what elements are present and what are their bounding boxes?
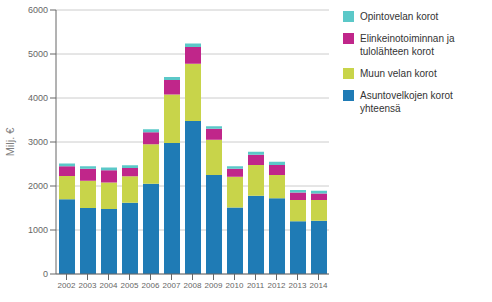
svg-text:0: 0 xyxy=(43,269,48,279)
svg-text:2002: 2002 xyxy=(58,281,76,290)
svg-text:2012: 2012 xyxy=(268,281,286,290)
svg-text:2013: 2013 xyxy=(289,281,307,290)
svg-text:4000: 4000 xyxy=(28,93,48,103)
svg-text:2005: 2005 xyxy=(121,281,139,290)
html-text:Muun velan korot: Muun velan korot xyxy=(360,68,437,79)
svg-text:2004: 2004 xyxy=(100,281,118,290)
svg-text:1000: 1000 xyxy=(28,225,48,235)
svg-text:2010: 2010 xyxy=(226,281,244,290)
svg-text:2000: 2000 xyxy=(28,181,48,191)
svg-text:2011: 2011 xyxy=(247,281,265,290)
svg-text:3000: 3000 xyxy=(28,137,48,147)
html-text:Opintovelan korot: Opintovelan korot xyxy=(360,11,439,22)
html-text:Elinkeinotoiminnan ja tuloläht: Elinkeinotoiminnan ja tulolähteen korot xyxy=(360,33,455,57)
svg-text:5000: 5000 xyxy=(28,49,48,59)
svg-text:Milj. €: Milj. € xyxy=(8,128,16,157)
svg-text:2014: 2014 xyxy=(310,281,328,290)
svg-text:2003: 2003 xyxy=(79,281,97,290)
svg-text:2009: 2009 xyxy=(205,281,223,290)
svg-text:2008: 2008 xyxy=(184,281,202,290)
svg-text:2007: 2007 xyxy=(163,281,181,290)
svg-text:2006: 2006 xyxy=(142,281,160,290)
svg-text:6000: 6000 xyxy=(28,5,48,15)
html-text:Asuntovelkojen korot yhteensä: Asuntovelkojen korot yhteensä xyxy=(360,90,453,114)
